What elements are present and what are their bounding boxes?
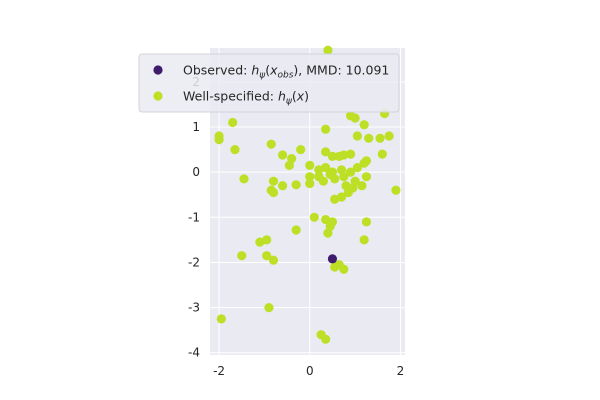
well-specified-point bbox=[350, 113, 360, 123]
legend-text-part: h bbox=[251, 63, 259, 78]
data-points bbox=[214, 45, 401, 344]
y-tick-label: -1 bbox=[188, 210, 200, 224]
well-specified-point bbox=[268, 176, 279, 186]
well-specified-point bbox=[377, 149, 387, 159]
well-specified-point bbox=[296, 144, 306, 155]
well-specified-point bbox=[255, 237, 265, 247]
well-specified-point bbox=[327, 151, 338, 161]
legend-label-well-specified: Well-specified: hψ(x) bbox=[183, 89, 309, 107]
legend-text-part: ) bbox=[304, 89, 309, 104]
well-specified-point bbox=[339, 264, 349, 274]
legend-text-part: x bbox=[269, 63, 278, 78]
well-specified-point bbox=[321, 147, 331, 157]
well-specified-point bbox=[361, 217, 372, 227]
legend-text-part: ), MMD: 10.091 bbox=[293, 63, 389, 78]
well-specified-point bbox=[268, 187, 279, 198]
well-specified-point bbox=[291, 225, 301, 235]
legend-text-part: ( bbox=[292, 89, 297, 104]
well-specified-point bbox=[345, 149, 356, 159]
well-specified-point bbox=[384, 131, 394, 141]
legend-text-part: Well-specified: bbox=[183, 89, 278, 104]
x-tick-label: 0 bbox=[306, 364, 314, 378]
well-specified-point bbox=[375, 133, 385, 143]
x-tick-label: 2 bbox=[397, 364, 405, 378]
well-specified-point bbox=[284, 160, 294, 170]
legend-marker-observed bbox=[153, 65, 163, 75]
legend-label-observed: Observed: hψ(xobs), MMD: 10.091 bbox=[183, 63, 389, 81]
well-specified-point bbox=[214, 135, 224, 145]
well-specified-point bbox=[352, 131, 362, 141]
well-specified-point bbox=[309, 212, 319, 222]
well-specified-point bbox=[321, 334, 331, 344]
well-specified-point bbox=[237, 251, 247, 261]
well-specified-point bbox=[364, 133, 374, 143]
y-tick-label: -3 bbox=[188, 301, 200, 315]
well-specified-point bbox=[345, 167, 356, 177]
well-specified-point bbox=[277, 181, 288, 191]
well-specified-point bbox=[339, 172, 349, 182]
observed-point bbox=[327, 254, 338, 264]
y-tick-label: 0 bbox=[192, 165, 200, 179]
well-specified-point bbox=[268, 255, 279, 265]
well-specified-point bbox=[330, 174, 340, 184]
well-specified-point bbox=[343, 187, 353, 198]
well-specified-point bbox=[323, 228, 333, 238]
well-specified-point bbox=[216, 314, 226, 324]
well-specified-point bbox=[264, 302, 274, 313]
well-specified-point bbox=[305, 172, 315, 182]
well-specified-point bbox=[361, 156, 372, 166]
legend-marker-well-specified bbox=[153, 91, 163, 101]
y-tick-label: -4 bbox=[188, 346, 200, 360]
well-specified-point bbox=[305, 178, 315, 189]
y-tick-label: -2 bbox=[188, 255, 200, 269]
well-specified-point bbox=[262, 251, 272, 261]
well-specified-point bbox=[228, 117, 238, 128]
well-specified-point bbox=[339, 150, 349, 160]
legend-text-part: obs bbox=[278, 71, 294, 81]
well-specified-point bbox=[291, 180, 301, 190]
well-specified-point bbox=[352, 163, 362, 173]
well-specified-point bbox=[239, 174, 249, 184]
legend: Observed: hψ(xobs), MMD: 10.091Well-spec… bbox=[138, 53, 400, 113]
legend-text-part: Observed: bbox=[183, 63, 251, 78]
legend-box bbox=[138, 53, 400, 113]
legend-text-part: ( bbox=[265, 63, 270, 78]
well-specified-point bbox=[318, 176, 328, 186]
well-specified-point bbox=[357, 181, 367, 191]
well-specified-point bbox=[359, 120, 369, 130]
legend-text-part: x bbox=[296, 89, 305, 104]
well-specified-point bbox=[359, 235, 369, 245]
well-specified-point bbox=[323, 45, 333, 55]
well-specified-point bbox=[266, 139, 276, 149]
well-specified-point bbox=[230, 144, 240, 155]
well-specified-point bbox=[327, 217, 338, 227]
well-specified-point bbox=[321, 124, 331, 134]
legend-text-part: ψ bbox=[286, 97, 293, 107]
x-tick-label: -2 bbox=[213, 364, 225, 378]
well-specified-point bbox=[330, 194, 340, 204]
well-specified-point bbox=[361, 172, 372, 182]
well-specified-point bbox=[277, 150, 288, 160]
well-specified-point bbox=[305, 160, 315, 170]
well-specified-point bbox=[321, 163, 331, 173]
legend-text-part: ψ bbox=[259, 71, 266, 81]
well-specified-point bbox=[391, 185, 401, 195]
legend-text-part: h bbox=[278, 89, 286, 104]
y-tick-label: 1 bbox=[192, 120, 200, 134]
